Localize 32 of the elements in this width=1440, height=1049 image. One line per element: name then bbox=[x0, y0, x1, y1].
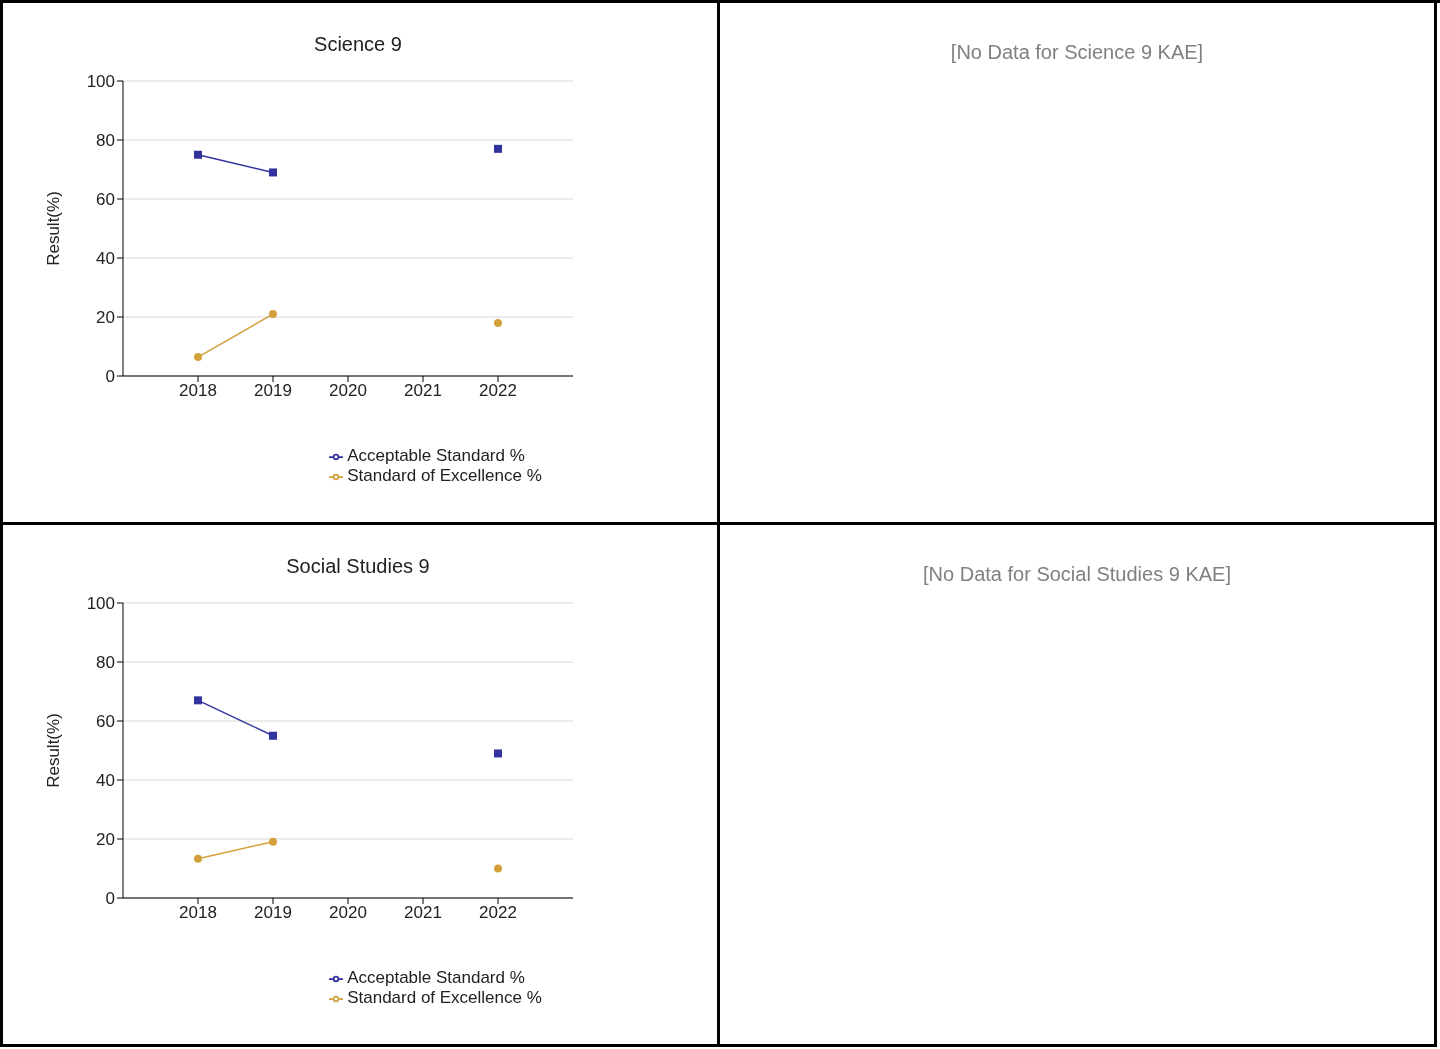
x-tick-label: 2018 bbox=[179, 381, 217, 401]
text: [No Data for Social Studies 9 KAE] bbox=[922, 563, 1232, 586]
y-tick-label: 0 bbox=[105, 367, 115, 387]
y-tick-label: 40 bbox=[96, 771, 115, 791]
y-tick-label: 60 bbox=[96, 712, 115, 732]
y-tick-label: 60 bbox=[96, 190, 115, 210]
legend-label: Standard of Excellence % bbox=[347, 466, 542, 485]
x-tick-label: 2022 bbox=[479, 903, 517, 923]
x-tick-label: 2020 bbox=[329, 381, 367, 401]
y-tick-label: 20 bbox=[96, 308, 115, 328]
chart-title: Social Studies 9 bbox=[285, 555, 431, 578]
y-axis-title: Result(%) bbox=[44, 713, 64, 788]
x-tick-label: 2018 bbox=[179, 903, 217, 923]
chart-title: Science 9 bbox=[313, 33, 403, 56]
y-tick-label: 40 bbox=[96, 249, 115, 269]
legend-label: Standard of Excellence % bbox=[347, 988, 542, 1007]
x-tick-label: 2021 bbox=[404, 903, 442, 923]
y-tick-label: 100 bbox=[86, 594, 115, 614]
x-tick-label: 2019 bbox=[254, 381, 292, 401]
x-tick-label: 2021 bbox=[404, 381, 442, 401]
legend-label: Acceptable Standard % bbox=[347, 968, 525, 987]
x-tick-label: 2022 bbox=[479, 381, 517, 401]
y-tick-label: 80 bbox=[96, 131, 115, 151]
y-axis-title: Result(%) bbox=[44, 191, 64, 266]
y-tick-label: 0 bbox=[105, 889, 115, 909]
y-tick-label: 100 bbox=[86, 72, 115, 92]
y-tick-label: 20 bbox=[96, 830, 115, 850]
x-tick-label: 2019 bbox=[254, 903, 292, 923]
y-tick-label: 80 bbox=[96, 653, 115, 673]
text: [No Data for Science 9 KAE] bbox=[949, 41, 1205, 64]
x-tick-label: 2020 bbox=[329, 903, 367, 923]
legend-label: Acceptable Standard % bbox=[347, 446, 525, 465]
